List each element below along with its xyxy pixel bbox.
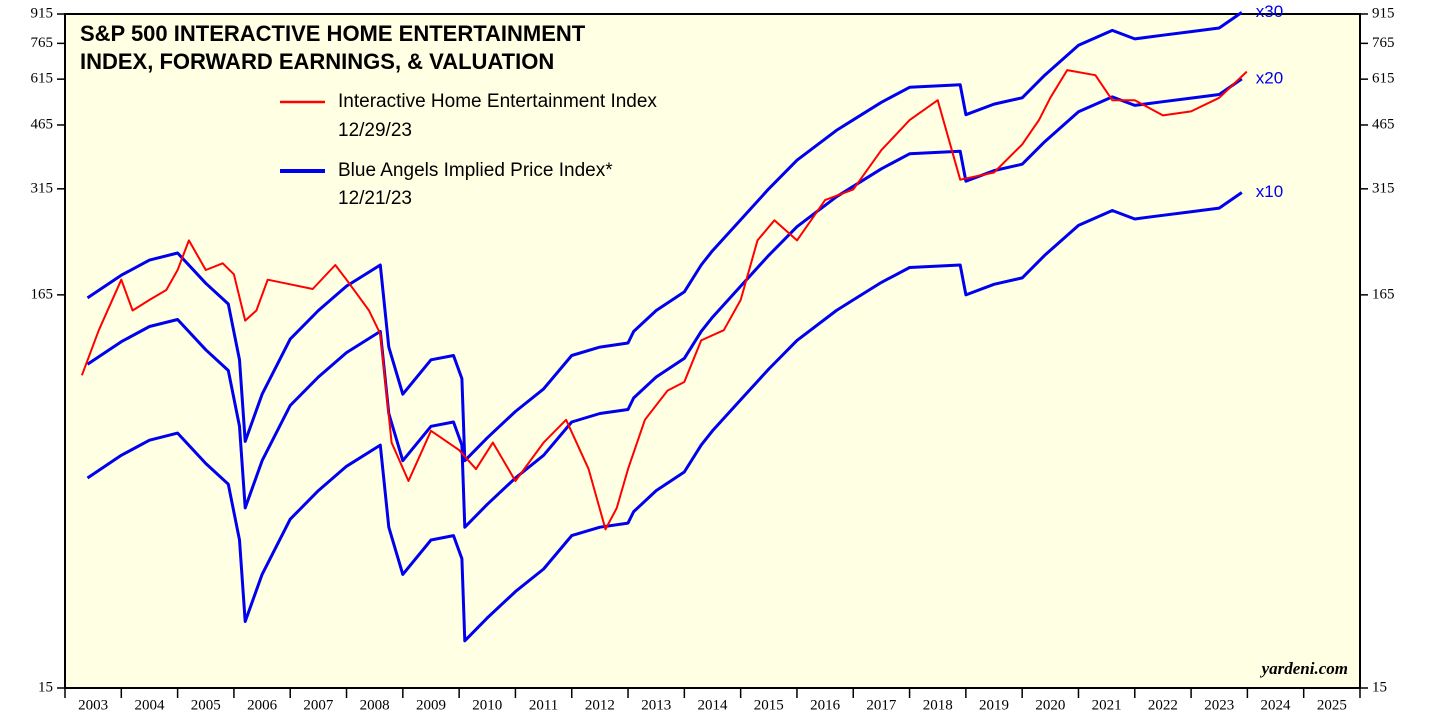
y2-tick-label: 15 <box>1372 679 1387 695</box>
x-tick-label: 2011 <box>529 697 558 713</box>
x-tick-label: 2021 <box>1092 697 1122 713</box>
y-tick-label: 465 <box>31 116 54 132</box>
x-tick-label: 2010 <box>472 697 502 713</box>
x-tick-label: 2015 <box>754 697 784 713</box>
multiple-label: x10 <box>1256 182 1283 201</box>
y-tick-label: 315 <box>31 180 54 196</box>
y2-tick-label: 465 <box>1372 116 1395 132</box>
y-tick-label: 165 <box>31 286 54 302</box>
y2-tick-label: 915 <box>1372 5 1395 21</box>
series-line <box>80 69 1248 531</box>
multiple-label: x20 <box>1256 68 1283 87</box>
y-tick-label: 765 <box>31 35 54 51</box>
x-tick-label: 2008 <box>360 697 390 713</box>
x-tick-label: 2024 <box>1261 697 1292 713</box>
plot-area <box>64 13 1361 689</box>
series-line <box>86 11 1243 463</box>
x-tick-label: 2014 <box>698 697 729 713</box>
multiple-label: x30 <box>1256 2 1283 21</box>
y2-tick-label: 765 <box>1372 35 1395 51</box>
y2-tick-label: 615 <box>1372 71 1395 87</box>
x-tick-label: 2012 <box>585 697 615 713</box>
x-tick-label: 2018 <box>923 697 953 713</box>
legend-label: Interactive Home Entertainment Index <box>338 91 657 112</box>
y-tick-label: 915 <box>31 5 54 21</box>
source: yardeni.com <box>1260 659 1348 678</box>
x-tick-label: 2009 <box>416 697 446 713</box>
chart-title: INDEX, FORWARD EARNINGS, & VALUATION <box>80 49 554 74</box>
y-tick-label: 15 <box>38 679 53 695</box>
y2-tick-label: 165 <box>1372 286 1395 302</box>
legend-date: 12/29/23 <box>338 120 412 141</box>
x-tick-label: 2023 <box>1204 697 1234 713</box>
y2-tick-label: 315 <box>1372 180 1395 196</box>
y-tick-label: 615 <box>31 71 54 87</box>
series-line <box>86 77 1243 529</box>
x-tick-label: 2022 <box>1148 697 1178 713</box>
x-tick-label: 2006 <box>247 697 278 713</box>
x-tick-label: 2016 <box>810 697 841 713</box>
x-tick-label: 2004 <box>134 697 165 713</box>
x-tick-label: 2017 <box>866 697 897 713</box>
chart-title: S&P 500 INTERACTIVE HOME ENTERTAINMENT <box>80 21 586 46</box>
x-tick-label: 2007 <box>303 697 334 713</box>
x-tick-label: 2020 <box>1035 697 1065 713</box>
legend-label: Blue Angels Implied Price Index* <box>338 160 613 181</box>
x-tick-label: 2019 <box>979 697 1009 713</box>
x-tick-label: 2013 <box>641 697 671 713</box>
x-tick-label: 2005 <box>191 697 221 713</box>
x-tick-label: 2025 <box>1317 697 1347 713</box>
legend-date: 12/21/23 <box>338 188 412 209</box>
x-tick-label: 2003 <box>78 697 108 713</box>
series-line <box>86 191 1243 643</box>
